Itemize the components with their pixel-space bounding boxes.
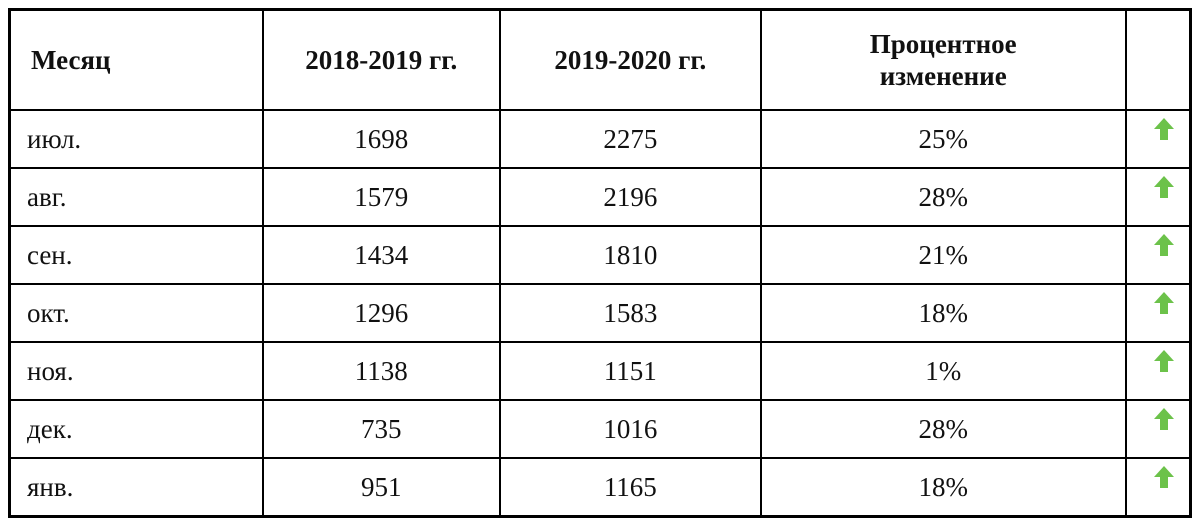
icon-cell (1124, 167, 1192, 227)
table-row: сен. 1434 1810 21% (8, 225, 1192, 285)
table-row: окт. 1296 1583 18% (8, 283, 1192, 343)
table-cell: 25% (759, 109, 1127, 169)
table-cell: янв. (8, 457, 264, 518)
table-cell: 1138 (261, 341, 501, 401)
up-arrow-icon (1154, 350, 1174, 372)
table-row: янв. 951 1165 18% (8, 457, 1192, 518)
table-cell: ноя. (8, 341, 264, 401)
table-cell: 18% (759, 457, 1127, 518)
table-cell: 735 (261, 399, 501, 459)
up-arrow-icon (1154, 408, 1174, 430)
icon-cell (1124, 109, 1192, 169)
icon-cell (1124, 225, 1192, 285)
up-arrow-icon (1154, 466, 1174, 488)
table-row: июл. 1698 2275 25% (8, 109, 1192, 169)
page: Месяц 2018-2019 гг. 2019-2020 гг. Процен… (8, 8, 1192, 518)
data-table: Месяц 2018-2019 гг. 2019-2020 гг. Процен… (8, 8, 1192, 518)
table-row: дек. 735 1016 28% (8, 399, 1192, 459)
table-cell: дек. (8, 399, 264, 459)
up-arrow-icon (1154, 176, 1174, 198)
up-arrow-icon (1154, 292, 1174, 314)
table-cell: 1296 (261, 283, 501, 343)
table-cell: 1698 (261, 109, 501, 169)
header-cell: Процентное изменение (759, 8, 1127, 111)
table-cell: 2196 (498, 167, 762, 227)
table-cell: 1579 (261, 167, 501, 227)
table-cell: 1583 (498, 283, 762, 343)
table-cell: июл. (8, 109, 264, 169)
header-cell: Месяц (8, 8, 264, 111)
icon-cell (1124, 341, 1192, 401)
table-cell: окт. (8, 283, 264, 343)
table-cell: 1% (759, 341, 1127, 401)
table-cell: 1165 (498, 457, 762, 518)
table-cell: 951 (261, 457, 501, 518)
icon-cell (1124, 457, 1192, 518)
header-cell (1124, 8, 1192, 111)
table-cell: сен. (8, 225, 264, 285)
table-cell: авг. (8, 167, 264, 227)
header-row: Месяц 2018-2019 гг. 2019-2020 гг. Процен… (8, 8, 1192, 111)
table-cell: 28% (759, 399, 1127, 459)
table-cell: 21% (759, 225, 1127, 285)
table-body: июл. 1698 2275 25% авг. 1579 2196 28% сен. 1434 18… (8, 109, 1192, 518)
table-cell: 1810 (498, 225, 762, 285)
table-cell: 1151 (498, 341, 762, 401)
table-cell: 18% (759, 283, 1127, 343)
table-cell: 1434 (261, 225, 501, 285)
header-cell: 2018-2019 гг. (261, 8, 501, 111)
icon-cell (1124, 283, 1192, 343)
icon-cell (1124, 399, 1192, 459)
table-row: ноя. 1138 1151 1% (8, 341, 1192, 401)
up-arrow-icon (1154, 118, 1174, 140)
table-row: авг. 1579 2196 28% (8, 167, 1192, 227)
table-cell: 2275 (498, 109, 762, 169)
header-cell: 2019-2020 гг. (498, 8, 762, 111)
table-cell: 1016 (498, 399, 762, 459)
table-cell: 28% (759, 167, 1127, 227)
up-arrow-icon (1154, 234, 1174, 256)
